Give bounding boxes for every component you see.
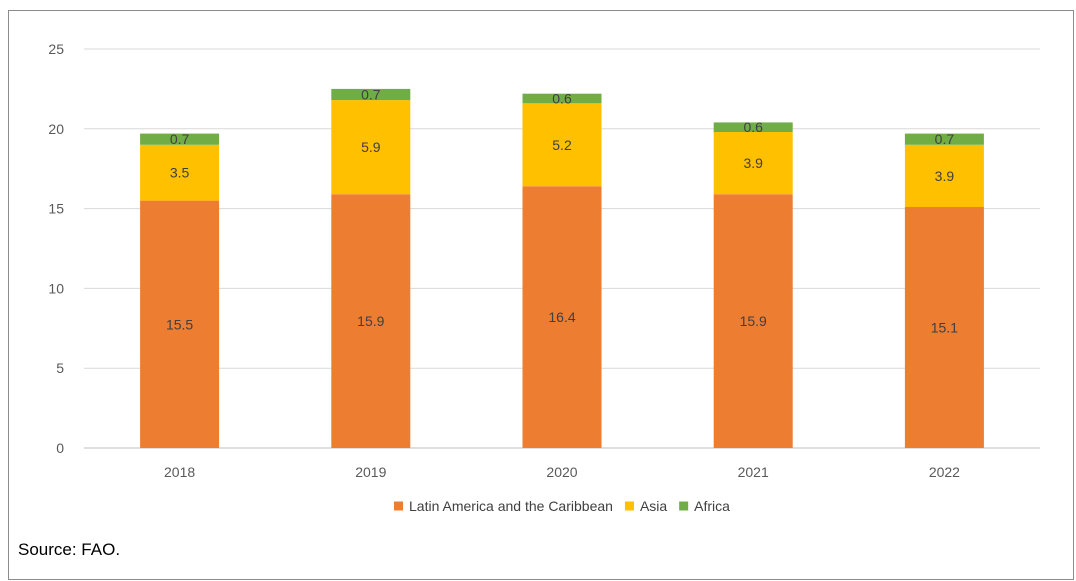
data-label: 15.1 [931,320,958,336]
bar-segment [522,103,602,187]
bar-segment [713,131,793,195]
legend-label: Latin America and the Caribbean [409,498,613,514]
x-tick-label: 2020 [546,464,577,480]
bar-segment [140,144,220,201]
data-label: 15.9 [740,313,767,329]
legend-label: Asia [640,498,667,514]
data-label: 5.9 [361,139,381,155]
bar-segment [522,186,602,449]
y-tick-label: 5 [56,360,64,376]
data-label: 16.4 [548,309,575,325]
x-tick-label: 2022 [929,464,960,480]
legend-swatch [394,501,404,511]
data-label: 0.7 [361,86,381,102]
legend-swatch [624,501,634,511]
bar-segment [140,200,220,448]
data-label: 0.7 [935,131,955,147]
y-tick-label: 0 [56,440,64,456]
y-tick-label: 20 [48,121,64,137]
bar-segment [904,207,984,448]
bar-segment [713,122,793,132]
bar-segment [713,194,793,448]
y-tick-label: 10 [48,280,64,296]
y-tick-label: 15 [48,201,64,217]
bar-segment [904,144,984,208]
bar-segment [904,133,984,145]
legend-label: Africa [694,498,730,514]
data-label: 0.6 [552,90,572,106]
data-label: 15.9 [357,313,384,329]
data-label: 3.9 [743,155,763,171]
bar-segment [522,93,602,104]
data-label: 3.5 [170,165,190,181]
data-label: 0.6 [743,119,763,135]
legend-swatch [679,501,689,511]
bar-segment [331,194,411,448]
bar-segment [140,133,220,145]
data-label: 0.7 [170,131,190,147]
x-tick-label: 2018 [164,464,195,480]
data-label: 15.5 [166,316,193,332]
source-note: Source: FAO. [18,540,121,559]
bar-segment [331,88,411,101]
y-tick-label: 25 [48,41,64,57]
x-tick-label: 2021 [738,464,769,480]
data-label: 5.2 [552,137,572,153]
bar-segment [331,100,411,195]
x-tick-label: 2019 [355,464,386,480]
data-label: 3.9 [935,168,955,184]
